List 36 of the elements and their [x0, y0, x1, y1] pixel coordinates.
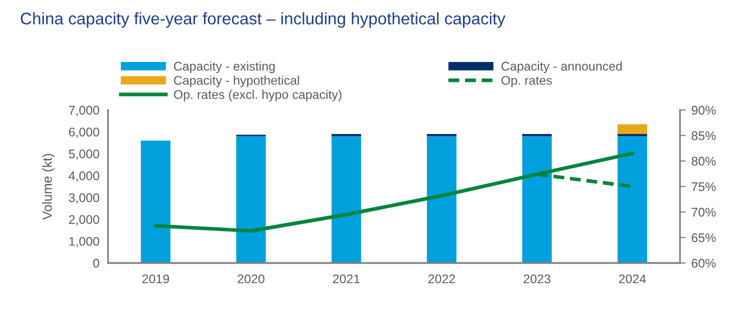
x-tick-label: 2021	[333, 274, 360, 284]
y-tick-label: 1,000	[69, 236, 100, 248]
legend-label: Op. rates	[502, 76, 552, 88]
bar	[236, 136, 266, 263]
y-tick-label: 6,000	[69, 128, 100, 138]
y-tick-label: 5,000	[68, 150, 100, 160]
y2-tick-label: 90%	[692, 106, 716, 115]
y-tick-label: 0	[93, 258, 100, 268]
x-tick-label: 2022	[428, 274, 455, 284]
bar	[618, 124, 648, 134]
x-tick-label: 2023	[524, 274, 550, 284]
y-tick-label: 7,000	[69, 106, 100, 116]
legend-label: Capacity - hypothetical	[174, 76, 299, 88]
y-tick-label: 3,000	[68, 193, 100, 204]
x-tick-label: 2019	[142, 274, 169, 284]
y2-tick-label: 80%	[692, 156, 716, 166]
x-tick-label: 2024	[619, 274, 646, 284]
y-tick-label: 4,000	[68, 171, 100, 182]
y2-tick-label: 85%	[692, 131, 716, 140]
line-series	[154, 152, 634, 233]
bar	[140, 140, 170, 263]
bar	[618, 136, 648, 263]
legend-label: Capacity - existing	[174, 61, 275, 74]
bar	[332, 136, 362, 263]
y2-tick-label: 75%	[692, 182, 716, 192]
bar	[522, 136, 552, 263]
bar	[426, 136, 456, 263]
chart-title: China capacity five-year forecast – including hypothetical capacity	[20, 12, 506, 28]
y2-tick-label: 60%	[692, 258, 716, 268]
y2-tick-label: 65%	[692, 233, 716, 242]
y-tick-label: 2,000	[69, 215, 100, 226]
legend-label: Op. rates (excl. hypo capacity)	[174, 90, 342, 102]
y-axis-title: Volume (kt)	[42, 154, 54, 220]
x-tick-label: 2020	[238, 274, 264, 284]
legend-label: Capacity - announced	[502, 61, 622, 74]
y2-tick-label: 70%	[692, 208, 716, 217]
